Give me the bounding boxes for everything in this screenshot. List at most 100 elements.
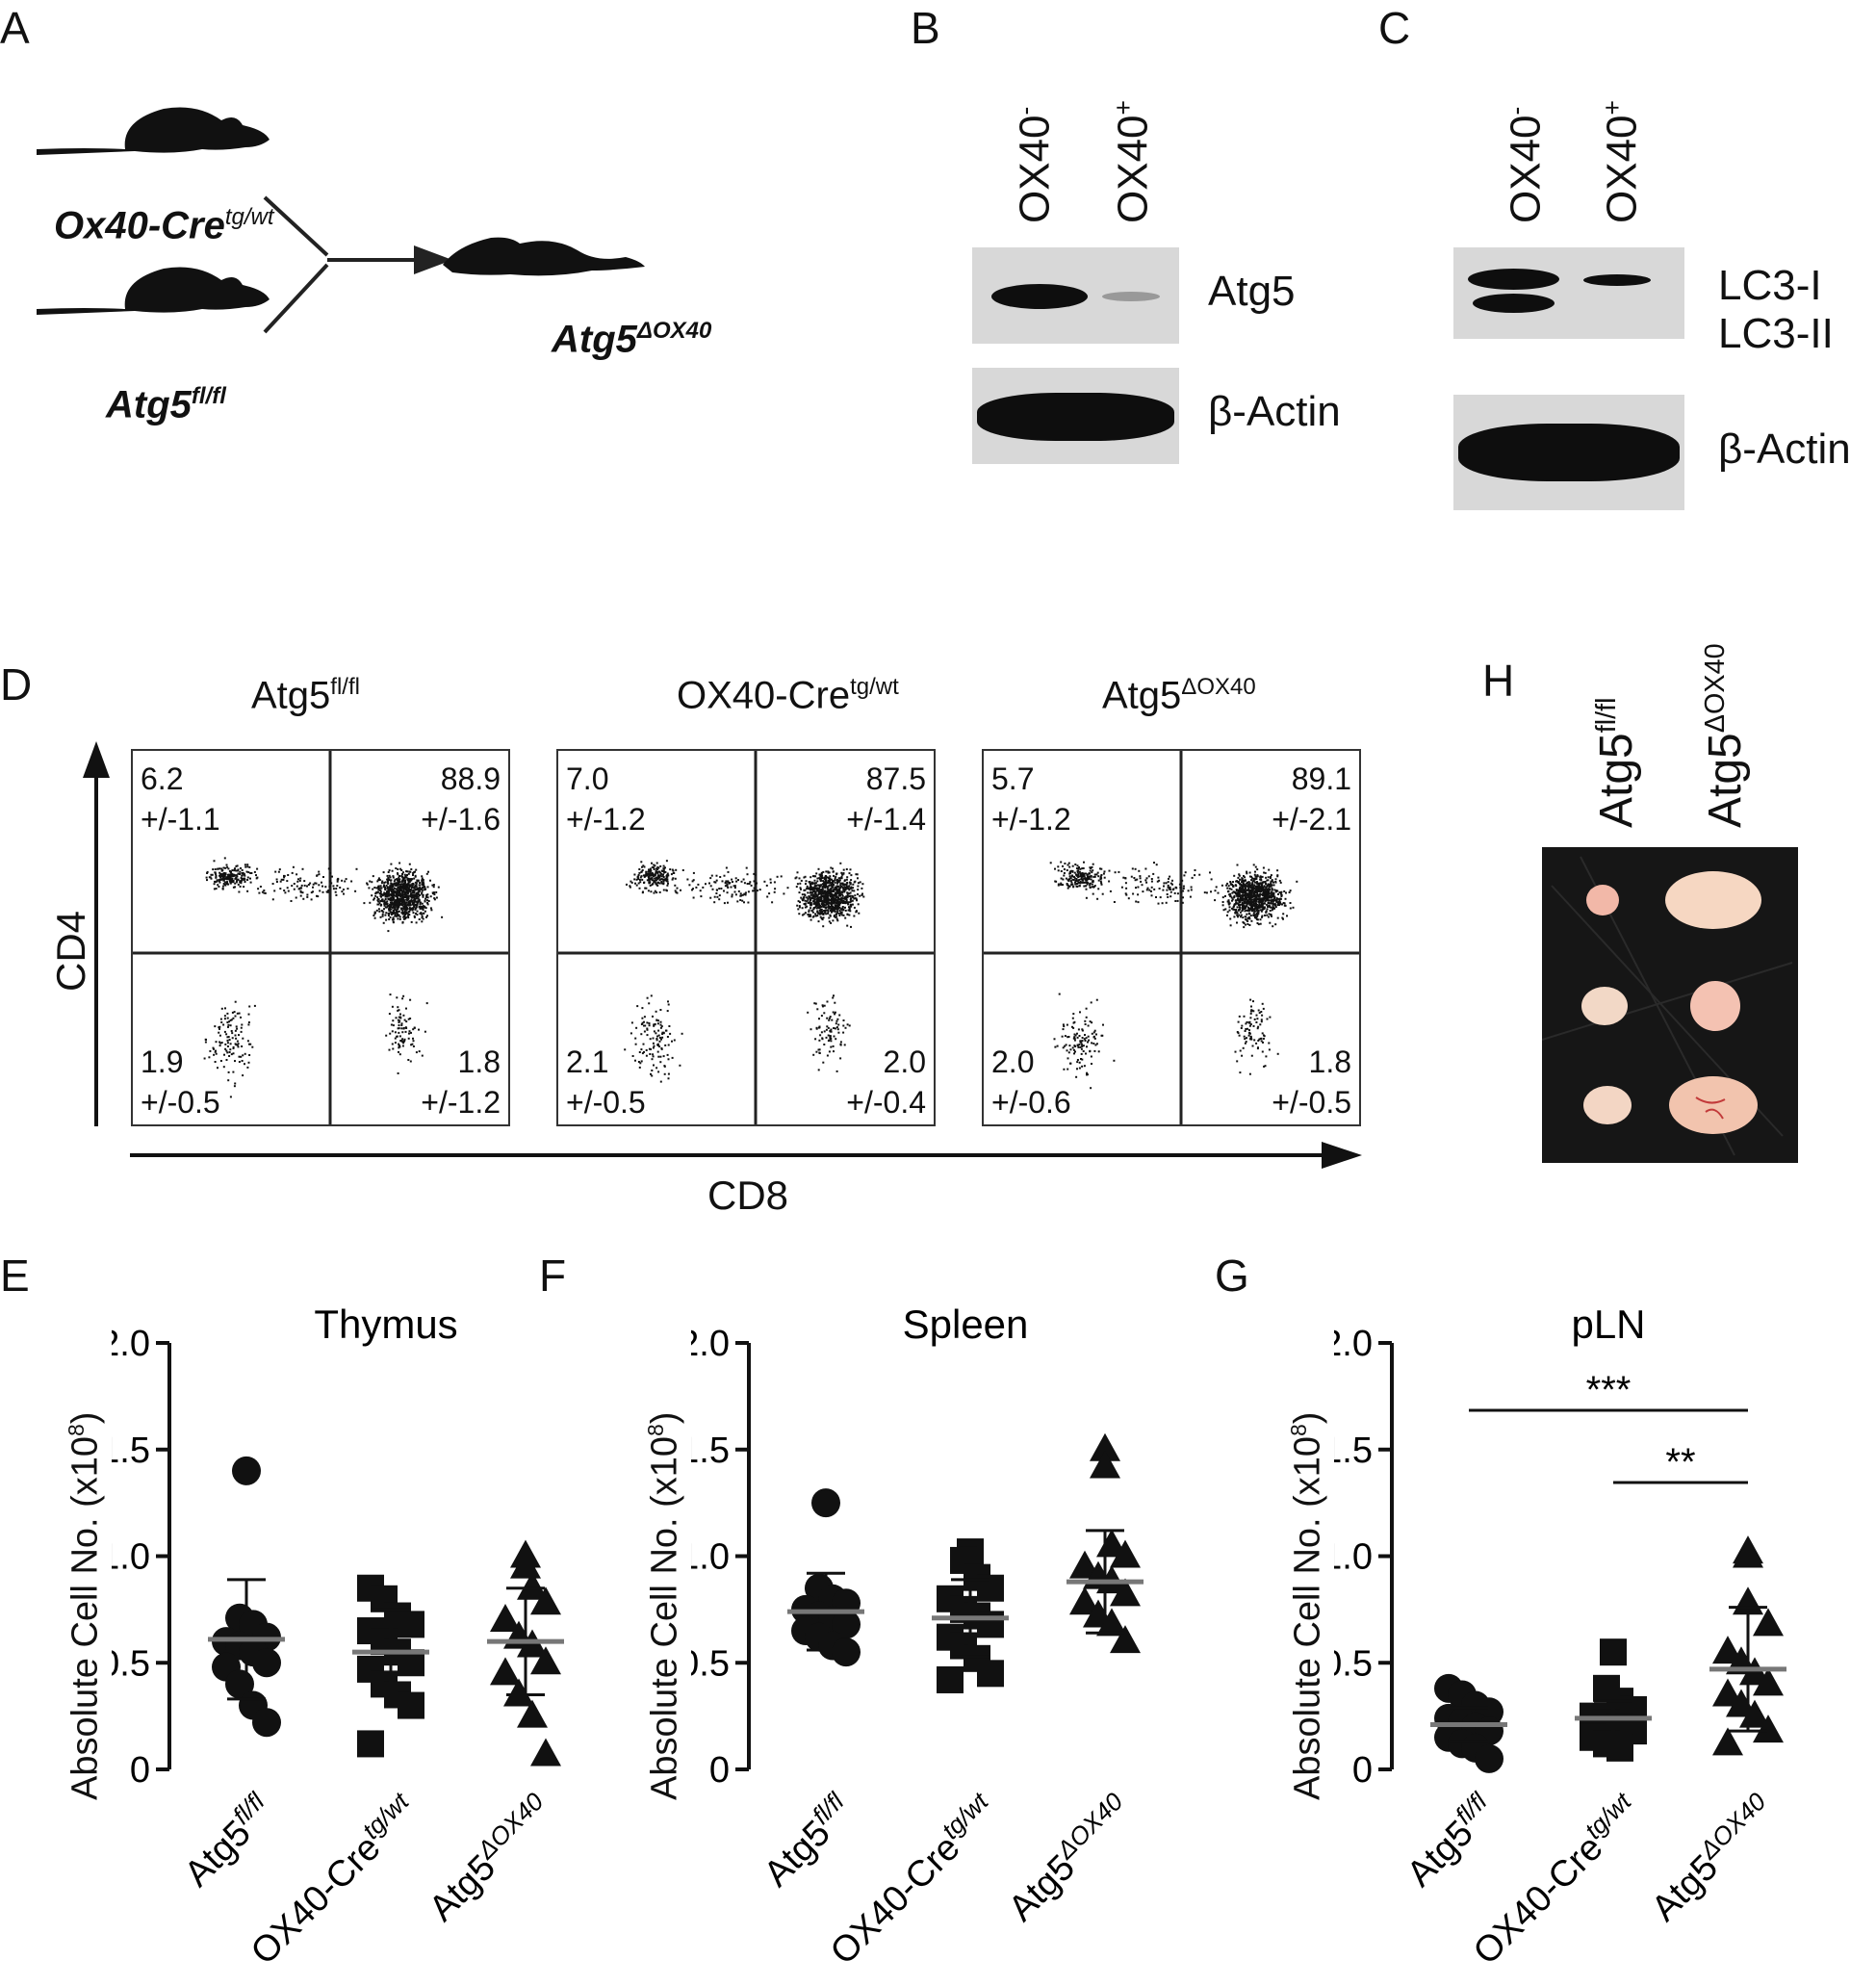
data-point: [490, 1603, 521, 1632]
data-point: [530, 1646, 561, 1675]
significance-label: **: [1665, 1441, 1695, 1483]
data-point: [832, 1610, 861, 1639]
y-axis-label: Absolute Cell No. (x108): [643, 1411, 685, 1800]
category-label: Atg5fl/fl: [173, 1786, 282, 1895]
mouse-icon-top: [37, 107, 270, 155]
chart-e: 0 0.5 1.0 1.5 2.0 Thymus Atg5fl/flOX40-Cretg/w…: [112, 1302, 564, 1964]
chart-g: 0 0.5 1.0 1.5 2.0 pLN Atg5fl/flOX40-Cretg/wtAt…: [1334, 1302, 1786, 1964]
data-point: [1110, 1625, 1141, 1654]
western-blot-atg5: [972, 247, 1179, 344]
panel-label-a: A: [0, 3, 30, 53]
genotype-atg5-flfl: Atg5fl/fl: [106, 383, 226, 426]
facs-quadrant-ll: 2.1 +/-0.5: [566, 1045, 646, 1120]
lymph-node-photo: [1542, 847, 1798, 1163]
chart-title: Spleen: [903, 1302, 1029, 1347]
lane-label-ox40-neg: OX40-: [1011, 106, 1059, 223]
panel-label-f: F: [539, 1251, 567, 1301]
western-blot-lc3: [1453, 247, 1684, 339]
data-point: [1712, 1636, 1743, 1664]
chart-title: Thymus: [314, 1302, 457, 1347]
band-label-actin-c: β-Actin: [1718, 426, 1851, 473]
western-blot-actin-c: [1453, 395, 1684, 510]
category-label: Atg5ΔOX40: [998, 1787, 1141, 1929]
cd4-axis-arrow: [83, 741, 110, 1126]
data-point: [398, 1691, 424, 1719]
y-tick-label: 1.0: [691, 1537, 730, 1578]
h-col-label-flfl: Atg5fl/fl: [1591, 697, 1642, 828]
data-point: [1753, 1715, 1784, 1743]
y-axis-label: Absolute Cell No. (x108): [64, 1411, 106, 1800]
breeding-schematic: [37, 107, 645, 334]
data-point: [398, 1611, 424, 1638]
panel-label-h: H: [1482, 656, 1515, 706]
facs-quadrant-lr: 2.0 +/-0.4: [846, 1045, 926, 1120]
facs-quadrant-ul: 6.2 +/-1.1: [141, 761, 220, 837]
y-tick-label: 0.5: [691, 1643, 730, 1684]
category-label: Atg5fl/fl: [1396, 1786, 1504, 1895]
band-label-lc3-ii: LC3-II: [1718, 310, 1834, 357]
panel-label-c: C: [1378, 3, 1411, 53]
h-col-label-dox40: Atg5ΔOX40: [1700, 643, 1751, 828]
data-point: [1110, 1578, 1141, 1607]
panel-label-d: D: [0, 659, 33, 709]
y-tick-label: 0: [1352, 1750, 1373, 1791]
genotype-atg5-dox40: Atg5ΔOX40: [552, 318, 712, 361]
category-label: OX40-Cretg/wt: [819, 1786, 1006, 1964]
facs-quadrant-lr: 1.8 +/-0.5: [1272, 1045, 1351, 1120]
data-point: [510, 1550, 541, 1579]
facs-quadrant-ll: 2.0 +/-0.6: [991, 1045, 1071, 1120]
facs-quadrant-ur: 88.9 +/-1.6: [421, 761, 501, 837]
chart-title: pLN: [1571, 1302, 1645, 1347]
y-tick-label: 0.5: [1334, 1643, 1373, 1684]
facs-plot-1: 7.0 +/-1.2 87.5 +/-1.4 2.1 +/-0.5 2.0 +/-0.4: [556, 749, 936, 1126]
data-point: [1733, 1539, 1763, 1568]
lane-label-c-ox40-neg: OX40-: [1502, 106, 1550, 223]
category-label: Atg5ΔOX40: [1641, 1787, 1784, 1929]
y-tick-label: 1.0: [112, 1537, 150, 1578]
data-point: [811, 1488, 840, 1518]
facs-title-2: Atg5ΔOX40: [1102, 674, 1256, 717]
chart-f: 0 0.5 1.0 1.5 2.0 Spleen Atg5fl/flOX40-Cretg/w…: [691, 1302, 1144, 1964]
data-point: [1090, 1450, 1120, 1479]
facs-title-0: Atg5fl/fl: [251, 674, 360, 717]
data-point: [1110, 1539, 1141, 1568]
data-point: [1753, 1667, 1784, 1696]
cd4-axis-label: CD4: [48, 910, 93, 992]
data-point: [1712, 1678, 1743, 1707]
y-tick-label: 1.5: [691, 1431, 730, 1471]
data-point: [977, 1660, 1004, 1688]
facs-quadrant-ur: 89.1 +/-2.1: [1272, 761, 1351, 837]
significance-label: ***: [1586, 1369, 1632, 1411]
y-tick-label: 2.0: [691, 1324, 730, 1364]
data-point: [252, 1648, 281, 1678]
data-point: [503, 1678, 534, 1707]
y-axis-label: Absolute Cell No. (x108): [1286, 1411, 1328, 1800]
category-label: OX40-Cretg/wt: [1462, 1786, 1649, 1964]
y-tick-label: 0: [130, 1750, 150, 1791]
data-point: [1475, 1743, 1503, 1773]
y-tick-label: 1.5: [112, 1431, 150, 1471]
panel-label-e: E: [0, 1251, 30, 1301]
y-tick-label: 1.5: [1334, 1431, 1373, 1471]
category-label: Atg5fl/fl: [753, 1786, 861, 1895]
lane-label-c-ox40-pos: OX40+: [1598, 100, 1646, 223]
facs-quadrant-ul: 5.7 +/-1.2: [991, 761, 1071, 837]
data-point: [1069, 1550, 1100, 1579]
facs-quadrant-ur: 87.5 +/-1.4: [846, 761, 926, 837]
y-tick-label: 2.0: [112, 1324, 150, 1364]
data-point: [530, 1738, 561, 1767]
data-point: [1712, 1727, 1743, 1756]
category-label: OX40-Cretg/wt: [240, 1786, 426, 1964]
band-label-actin-b: β-Actin: [1208, 388, 1341, 435]
facs-quadrant-lr: 1.8 +/-1.2: [421, 1045, 501, 1120]
data-point: [357, 1730, 384, 1758]
genotype-ox40-cre: Ox40-Cretg/wt: [54, 204, 274, 247]
data-point: [1606, 1734, 1633, 1762]
y-tick-label: 0: [709, 1750, 730, 1791]
panel-label-g: G: [1215, 1251, 1249, 1301]
data-point: [232, 1456, 261, 1485]
data-point: [977, 1611, 1004, 1638]
data-point: [1600, 1638, 1627, 1666]
data-point: [252, 1708, 281, 1738]
data-point: [490, 1657, 521, 1686]
